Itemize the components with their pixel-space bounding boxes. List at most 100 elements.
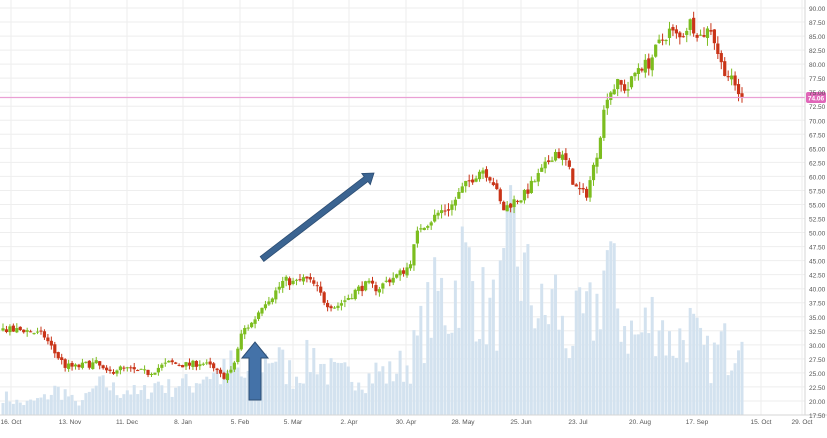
volume-bar	[640, 332, 644, 415]
candle-body	[664, 39, 668, 42]
candle-body	[536, 173, 540, 182]
volume-bar	[526, 244, 530, 415]
volume-bar	[402, 381, 406, 415]
x-tick-label: 16. Oct	[1, 419, 22, 426]
volume-bar	[643, 307, 647, 415]
volume-bar	[91, 388, 95, 415]
current-price-label: 74.06	[808, 95, 825, 102]
volume-bar	[53, 385, 57, 415]
candle-body	[298, 279, 302, 281]
candle-body	[374, 285, 378, 292]
volume-bar	[429, 337, 433, 415]
candle-body	[29, 331, 33, 333]
volume-bar	[502, 247, 506, 415]
candle-body	[243, 328, 247, 335]
volume-bar	[512, 201, 516, 415]
volume-bar	[181, 378, 185, 415]
candle-body	[246, 327, 250, 329]
volume-bar	[118, 397, 122, 415]
candle-body	[98, 361, 102, 366]
volume-bar	[263, 353, 267, 415]
candle-body	[643, 59, 647, 73]
volume-bar	[388, 361, 392, 415]
candle-body	[357, 286, 361, 291]
candle-body	[312, 280, 316, 284]
volume-bar	[623, 326, 627, 415]
volume-bar	[18, 402, 22, 415]
candle-body	[129, 367, 133, 369]
candle-body	[436, 212, 440, 216]
candle-body	[332, 307, 337, 309]
volume-bar	[554, 274, 558, 415]
volume-bar	[101, 375, 105, 415]
candle-body	[740, 93, 744, 98]
volume-bar	[42, 394, 46, 415]
volume-bar	[433, 257, 437, 415]
candle-body	[605, 99, 609, 109]
candle-body	[256, 312, 261, 319]
volume-bar	[67, 396, 71, 415]
candle-body	[622, 84, 627, 91]
candle-body	[736, 84, 741, 95]
candle-body	[495, 183, 499, 190]
volume-bar	[688, 307, 692, 415]
candle-body	[180, 365, 185, 368]
volume-bar	[374, 362, 378, 415]
candle-body	[588, 180, 592, 198]
candle-body	[53, 344, 57, 354]
volume-bar	[312, 347, 316, 415]
candle-body	[308, 276, 312, 280]
candle-body	[191, 360, 195, 367]
volume-bar	[70, 394, 74, 415]
candle-body	[578, 188, 582, 190]
candle-body	[49, 340, 53, 346]
volume-bar	[647, 333, 651, 415]
volume-bar	[440, 277, 444, 415]
volume-bar	[481, 267, 485, 415]
candle-body	[681, 36, 685, 38]
volume-bar	[156, 381, 160, 415]
volume-bar	[353, 390, 357, 415]
volume-bar	[443, 325, 447, 415]
volume-bar	[377, 371, 381, 415]
candle-body	[688, 19, 692, 30]
volume-bar	[478, 339, 482, 415]
y-tick-label: 27.50	[809, 357, 826, 364]
y-tick-label: 80.00	[809, 62, 826, 69]
candle-body	[367, 280, 371, 283]
volume-bar	[350, 381, 354, 415]
candle-body	[277, 286, 281, 290]
candle-body	[70, 362, 74, 367]
volume-bar	[74, 400, 78, 415]
trend-arrow-up	[240, 341, 270, 401]
candle-body	[698, 34, 703, 36]
volume-bar	[536, 318, 540, 415]
candle-body	[512, 199, 516, 208]
volume-bar	[629, 320, 633, 415]
volume-bar	[699, 327, 703, 415]
candle-body	[657, 39, 661, 44]
candle-body	[419, 228, 423, 230]
volume-bar	[80, 400, 84, 415]
candle-body	[488, 177, 492, 181]
volume-bar	[495, 350, 499, 415]
volume-bar	[29, 399, 33, 415]
volume-bar	[98, 376, 102, 415]
y-tick-label: 22.50	[809, 385, 826, 392]
volume-bar	[122, 394, 126, 415]
candle-body	[125, 367, 129, 369]
candle-body	[288, 278, 292, 286]
volume-bar	[654, 356, 658, 415]
volume-bar	[208, 379, 212, 415]
x-tick-label: 15. Oct	[751, 419, 772, 426]
candle-body	[111, 372, 116, 374]
candle-body	[692, 17, 696, 34]
volume-bar	[343, 362, 347, 415]
volume-bar	[243, 377, 247, 415]
candle-body	[477, 171, 482, 180]
candle-body	[274, 290, 278, 300]
volume-bar	[184, 374, 188, 415]
volume-bar	[730, 370, 734, 415]
volume-bar	[329, 358, 333, 415]
candle-body	[650, 57, 654, 71]
